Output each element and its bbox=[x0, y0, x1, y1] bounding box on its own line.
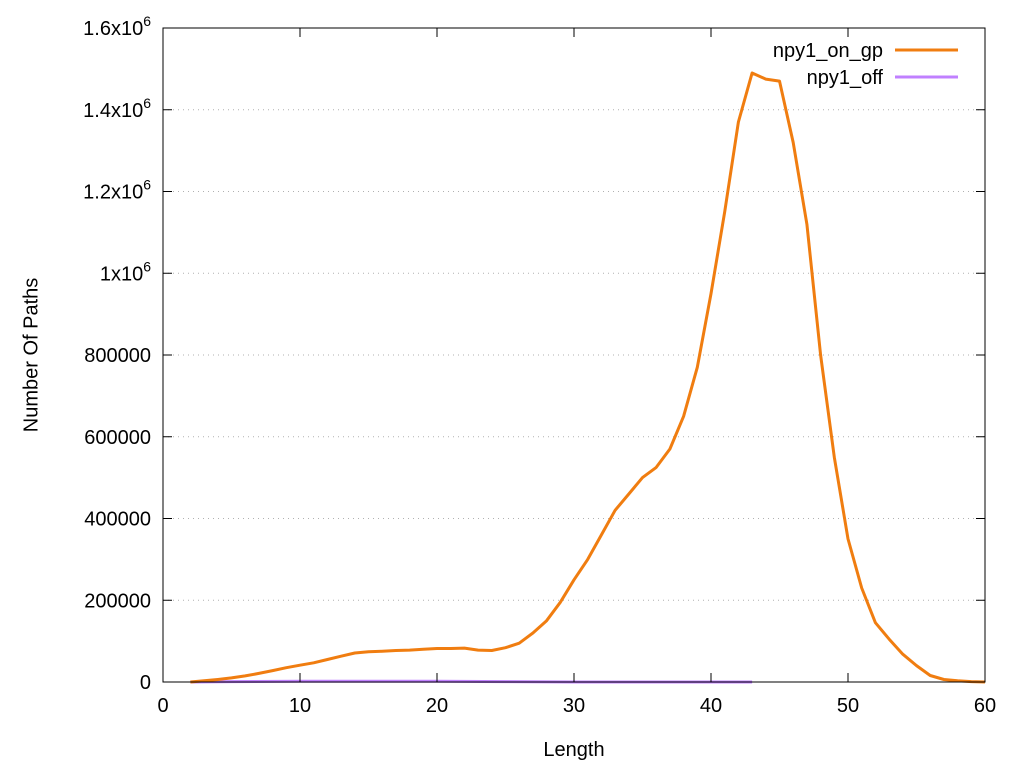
x-tick-label: 30 bbox=[563, 695, 585, 717]
x-tick-label: 20 bbox=[426, 695, 448, 717]
x-tick-label: 0 bbox=[157, 695, 168, 717]
legend: npy1_on_gp npy1_off bbox=[773, 40, 958, 89]
y-tick-label: 600000 bbox=[84, 427, 151, 449]
x-axis-title: Length bbox=[543, 739, 604, 761]
y-tick-label: 1x106 bbox=[100, 258, 151, 285]
legend-label: npy1_off bbox=[807, 67, 884, 89]
y-tick-label: 800000 bbox=[84, 345, 151, 367]
y-tick-label: 1.6x106 bbox=[83, 13, 151, 40]
grid-lines bbox=[163, 109, 985, 601]
y-axis-title: Number Of Paths bbox=[20, 278, 42, 433]
y-axis: 0 200000 400000 600000 800000 1x106 1.2x106 1.4… bbox=[83, 13, 985, 694]
series-layer bbox=[190, 71, 986, 684]
x-axis: 0 10 20 30 40 50 60 bbox=[157, 28, 996, 717]
legend-label: npy1_on_gp bbox=[773, 40, 883, 62]
x-tick-label: 10 bbox=[289, 695, 311, 717]
y-tick-label: 400000 bbox=[84, 509, 151, 531]
y-tick-label: 0 bbox=[140, 672, 151, 694]
y-tick-label: 1.4x106 bbox=[83, 95, 151, 122]
x-tick-label: 40 bbox=[700, 695, 722, 717]
y-tick-label: 200000 bbox=[84, 590, 151, 612]
y-tick-label: 1.2x106 bbox=[83, 177, 151, 204]
series-line-npy1-on-gp bbox=[190, 71, 986, 684]
x-tick-label: 50 bbox=[837, 695, 859, 717]
x-tick-label: 60 bbox=[974, 695, 996, 717]
